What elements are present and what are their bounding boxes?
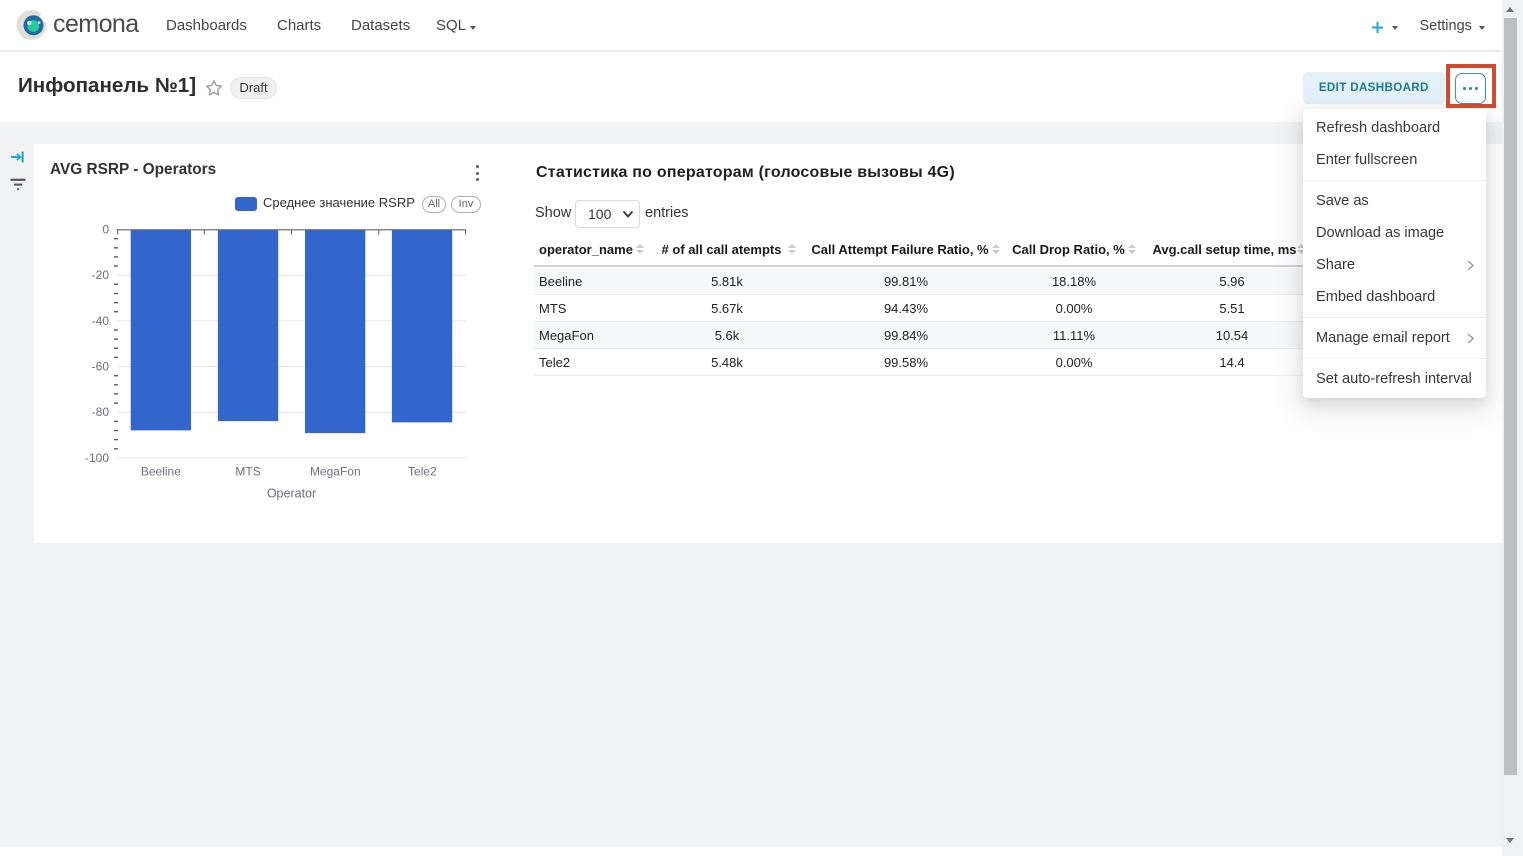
svg-text:0: 0	[102, 223, 109, 237]
svg-text:-40: -40	[92, 314, 110, 328]
svg-text:Beeline: Beeline	[141, 465, 181, 479]
svg-text:-100: -100	[85, 451, 109, 465]
svg-text:Tele2: Tele2	[408, 465, 437, 479]
svg-text:Operator: Operator	[267, 487, 316, 501]
svg-text:-80: -80	[92, 405, 110, 419]
svg-text:MTS: MTS	[235, 465, 260, 479]
svg-text:-60: -60	[92, 360, 110, 374]
svg-text:MegaFon: MegaFon	[310, 465, 361, 479]
svg-text:-20: -20	[92, 268, 110, 282]
